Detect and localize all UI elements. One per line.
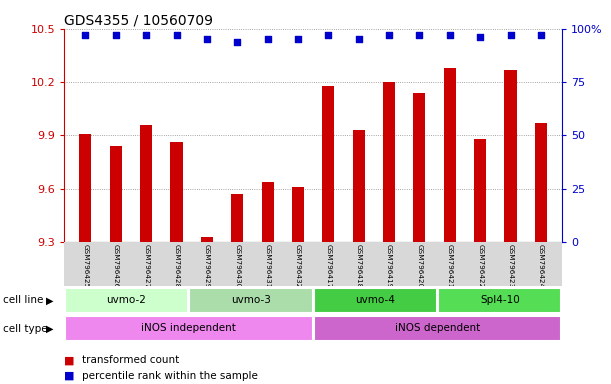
Text: GSM796421: GSM796421	[447, 244, 453, 288]
Text: uvmo-4: uvmo-4	[356, 295, 395, 305]
Point	[475, 34, 485, 40]
Text: GSM796430: GSM796430	[234, 244, 240, 288]
Text: GSM796419: GSM796419	[386, 244, 392, 288]
Bar	[505, 70, 516, 242]
Text: GDS4355 / 10560709: GDS4355 / 10560709	[64, 14, 213, 28]
Point	[506, 32, 516, 38]
Bar	[413, 93, 425, 242]
Point	[293, 36, 303, 43]
Bar	[65, 288, 188, 313]
Point	[263, 36, 273, 43]
Bar	[231, 194, 243, 242]
Bar	[65, 316, 312, 341]
Text: GSM796426: GSM796426	[113, 244, 119, 288]
Text: GSM796418: GSM796418	[356, 244, 362, 288]
Text: uvmo-2: uvmo-2	[106, 295, 147, 305]
Text: uvmo-3: uvmo-3	[231, 295, 271, 305]
Bar	[79, 134, 92, 242]
Text: iNOS dependent: iNOS dependent	[395, 323, 480, 333]
Point	[141, 32, 151, 38]
Bar	[314, 316, 562, 341]
Text: Spl4-10: Spl4-10	[480, 295, 520, 305]
Text: ■: ■	[64, 355, 75, 365]
Text: GSM796420: GSM796420	[417, 244, 422, 288]
Bar	[170, 142, 183, 242]
Point	[172, 32, 181, 38]
Bar	[353, 130, 365, 242]
Text: GSM796428: GSM796428	[174, 244, 180, 288]
Point	[414, 32, 424, 38]
Point	[232, 38, 242, 45]
Bar	[438, 288, 562, 313]
Bar	[262, 182, 274, 242]
Text: GSM796424: GSM796424	[538, 244, 544, 288]
Bar	[383, 82, 395, 242]
Bar	[140, 125, 152, 242]
Point	[445, 32, 455, 38]
Bar	[110, 146, 122, 242]
Point	[384, 32, 394, 38]
Text: cell line: cell line	[3, 295, 43, 305]
Text: transformed count: transformed count	[82, 355, 180, 365]
Bar	[201, 237, 213, 242]
Bar	[292, 187, 304, 242]
Bar	[189, 288, 312, 313]
Point	[536, 32, 546, 38]
Text: GSM796422: GSM796422	[477, 244, 483, 288]
Text: GSM796417: GSM796417	[325, 244, 331, 288]
Point	[323, 32, 333, 38]
Bar	[535, 123, 547, 242]
Point	[354, 36, 364, 43]
Bar	[322, 86, 334, 242]
Text: ■: ■	[64, 371, 75, 381]
Text: GSM796432: GSM796432	[295, 244, 301, 288]
Text: GSM796427: GSM796427	[143, 244, 149, 288]
Text: GSM796425: GSM796425	[82, 244, 89, 288]
Bar	[444, 68, 456, 242]
Text: cell type: cell type	[3, 324, 48, 334]
Bar	[314, 288, 437, 313]
Text: percentile rank within the sample: percentile rank within the sample	[82, 371, 258, 381]
Text: GSM796423: GSM796423	[508, 244, 513, 288]
Bar	[474, 139, 486, 242]
Point	[111, 32, 120, 38]
Text: GSM796429: GSM796429	[204, 244, 210, 288]
Text: GSM796431: GSM796431	[265, 244, 271, 288]
Point	[202, 36, 212, 43]
Text: ▶: ▶	[46, 324, 54, 334]
Text: iNOS independent: iNOS independent	[141, 323, 236, 333]
Text: ▶: ▶	[46, 295, 54, 305]
Point	[81, 32, 90, 38]
